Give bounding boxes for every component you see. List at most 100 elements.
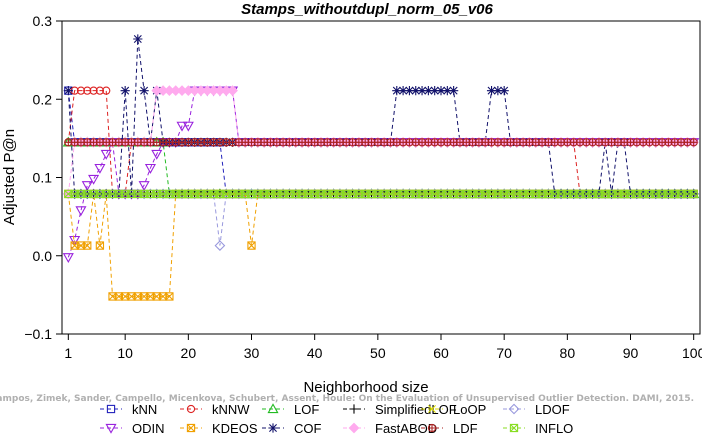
- data-point: [144, 163, 156, 174]
- data-point: [689, 189, 698, 199]
- series-kdeos: [64, 189, 698, 301]
- data-point: [442, 86, 452, 96]
- legend-item-kdeos: KDEOS: [180, 421, 258, 434]
- data-point: [493, 86, 503, 96]
- data-point: [165, 292, 174, 301]
- data-point: [100, 149, 112, 160]
- x-tick-label: 1: [64, 345, 72, 361]
- legend-label: SimplifiedLOF: [375, 402, 457, 417]
- y-tick-label: 0.2: [33, 91, 53, 107]
- legend-item-knnw: kNNW: [180, 402, 250, 417]
- series-lof: [62, 136, 700, 199]
- data-point: [398, 86, 408, 96]
- series-line: [68, 193, 694, 246]
- data-point: [83, 86, 92, 95]
- data-point: [75, 206, 87, 217]
- x-tick-label: 70: [496, 345, 512, 361]
- legend-marker: [428, 405, 436, 413]
- legend-item-lof: LOF: [262, 402, 319, 417]
- data-point: [151, 149, 163, 160]
- data-point: [88, 174, 100, 185]
- legend-item-inflo: INFLO: [503, 421, 573, 434]
- data-point: [94, 163, 106, 174]
- data-point: [227, 85, 238, 97]
- data-point: [62, 253, 74, 264]
- legend-label: ODIN: [132, 421, 165, 434]
- legend-label: FastABOD: [375, 421, 437, 434]
- data-point: [417, 86, 427, 96]
- data-point: [486, 86, 497, 96]
- x-tick-label: 80: [560, 345, 576, 361]
- legend-label: LoOP: [453, 402, 486, 417]
- data-point: [182, 121, 194, 132]
- plot-frame: [61, 20, 701, 335]
- data-point: [436, 86, 446, 96]
- y-tick-label: −0.1: [24, 326, 52, 342]
- legend-marker: [267, 403, 279, 414]
- data-point: [138, 181, 150, 192]
- data-point: [102, 86, 111, 95]
- series-line: [67, 38, 694, 195]
- data-point: [411, 86, 421, 96]
- watermark-text: Campos, Zimek, Sander, Campello, Micenko…: [0, 394, 694, 404]
- legend-label: kNN: [132, 402, 157, 417]
- legend-marker: [349, 404, 359, 414]
- data-point: [120, 86, 130, 96]
- x-tick-label: 20: [181, 345, 197, 361]
- x-axis-label: Neighborhood size: [303, 379, 428, 396]
- data-point: [214, 240, 226, 251]
- data-point: [76, 86, 86, 95]
- data-point: [176, 121, 188, 132]
- series-odin: [62, 86, 700, 264]
- x-tick-label: 60: [433, 345, 449, 361]
- series-ldof: [62, 188, 700, 251]
- data-point: [81, 181, 93, 192]
- x-tick-label: 10: [117, 345, 133, 361]
- data-point: [63, 86, 73, 96]
- series-inflo: [64, 189, 698, 199]
- legend-marker: [427, 423, 437, 433]
- legend-item-ldof: LDOF: [503, 402, 570, 417]
- series-ldf: [64, 138, 698, 147]
- series-line: [67, 90, 694, 258]
- legend-marker: [186, 404, 196, 414]
- x-tick-label: 30: [244, 345, 260, 361]
- legend-marker: [508, 403, 520, 415]
- plot-area: [61, 20, 701, 335]
- data-point: [247, 241, 256, 250]
- data-point: [689, 138, 698, 147]
- legend-label: COF: [294, 421, 322, 434]
- x-tick-label: 100: [682, 345, 702, 361]
- legend-label: LOF: [294, 402, 319, 417]
- data-point: [133, 34, 143, 44]
- data-point: [449, 86, 459, 96]
- legend-marker: [106, 404, 116, 414]
- data-point: [139, 86, 149, 96]
- legend-marker: [186, 423, 196, 433]
- data-point: [95, 241, 105, 250]
- y-tick-label: 0.0: [33, 248, 53, 264]
- legend-marker: [105, 423, 117, 434]
- x-axis-ticks: 1 10 20 30 40 50 60 70 80 90 100: [64, 334, 702, 361]
- data-point: [83, 241, 92, 250]
- data-point: [499, 86, 509, 96]
- chart-title: Stamps_withoutdupl_norm_05_v06: [241, 1, 493, 18]
- data-point: [430, 86, 440, 96]
- series-line: [67, 193, 694, 297]
- data-point: [392, 86, 402, 96]
- legend-item-fastabod: FastABOD: [343, 421, 437, 434]
- series-cof: [63, 34, 699, 199]
- legend-label: LDOF: [535, 402, 570, 417]
- y-tick-label: 0.3: [33, 13, 53, 29]
- series-layer: [62, 34, 700, 301]
- legend-item-knn: kNN: [100, 402, 157, 417]
- legend-marker: [268, 423, 278, 433]
- legend-label: LDF: [453, 421, 478, 434]
- legend-item-loop: LoOP: [421, 402, 486, 417]
- y-tick-label: 0.1: [33, 170, 53, 186]
- legend-label: INFLO: [535, 421, 573, 434]
- data-point: [89, 86, 98, 95]
- legend-marker: [509, 423, 519, 433]
